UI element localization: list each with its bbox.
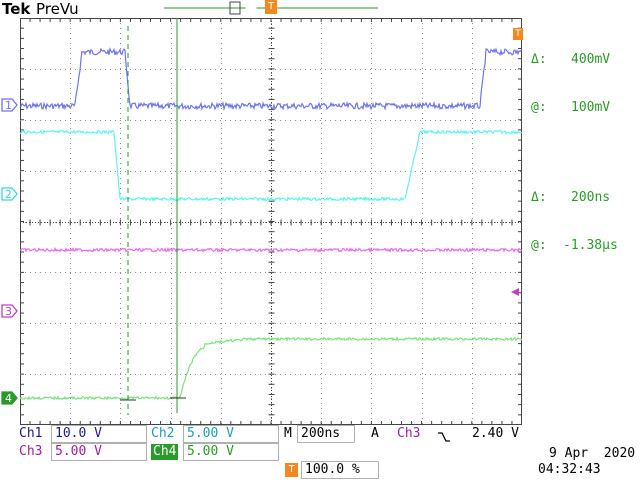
t-at-symbol: @: bbox=[531, 238, 547, 253]
record-window-left-bracket bbox=[229, 1, 241, 15]
date-display: 9 Apr 2020 bbox=[549, 446, 636, 461]
ch1-marker-label: 1 bbox=[5, 99, 12, 112]
ch4-waveform bbox=[20, 336, 522, 401]
v-at-value: 100mV bbox=[571, 100, 611, 115]
ch3-waveform bbox=[20, 246, 522, 254]
ch1-scale[interactable]: 10.0 V bbox=[51, 425, 147, 443]
ch4-name[interactable]: Ch4 bbox=[151, 444, 179, 460]
trigger-position-icon[interactable]: T bbox=[265, 0, 277, 14]
acquisition-mode: PreVu bbox=[36, 0, 79, 18]
ch2-ground-marker[interactable]: 2 bbox=[1, 187, 18, 201]
falling-edge-icon bbox=[437, 428, 451, 442]
ch3-ground-marker[interactable]: 3 bbox=[1, 304, 18, 318]
v-delta-symbol: Δ: bbox=[531, 52, 547, 67]
ch2-waveform bbox=[20, 129, 522, 203]
trigger-level[interactable]: 2.40 V bbox=[472, 426, 519, 441]
trigger-source[interactable]: Ch3 bbox=[397, 426, 421, 441]
cursor-readout: Δ: 400mV @: 100mV Δ: 200ns @: -1.38µs bbox=[531, 20, 618, 286]
t-delta-symbol: Δ: bbox=[531, 190, 547, 205]
record-position-icon: T bbox=[285, 463, 298, 477]
v-delta-value: 400mV bbox=[571, 52, 611, 67]
brand-logo: Tek bbox=[2, 0, 31, 18]
ch1-waveform bbox=[20, 46, 522, 112]
t-delta-value: 200ns bbox=[571, 190, 611, 205]
trigger-level-marker[interactable] bbox=[511, 282, 521, 296]
ch1-ground-marker[interactable]: 1 bbox=[1, 98, 18, 112]
ch2-scale[interactable]: 5.00 V bbox=[183, 425, 279, 443]
ch4-ground-marker[interactable]: 4 bbox=[1, 391, 18, 405]
timebase-value[interactable]: 200ns bbox=[297, 425, 355, 443]
ch2-marker-label: 2 bbox=[5, 188, 12, 201]
v-at-symbol: @: bbox=[531, 100, 547, 115]
waveform-graticule bbox=[20, 18, 522, 425]
timebase-label: M bbox=[284, 426, 292, 441]
ch4-scale[interactable]: 5.00 V bbox=[183, 443, 279, 461]
trigger-position-right-icon[interactable]: T bbox=[513, 28, 523, 40]
record-position-value[interactable]: 100.0 % bbox=[301, 461, 379, 479]
trigger-mode-label: A bbox=[371, 426, 379, 441]
ch1-name[interactable]: Ch1 bbox=[19, 426, 43, 441]
ch3-scale[interactable]: 5.00 V bbox=[51, 443, 147, 461]
ch3-name[interactable]: Ch3 bbox=[19, 444, 43, 459]
ch3-marker-label: 3 bbox=[5, 305, 12, 318]
time-display: 04:32:43 bbox=[538, 462, 601, 477]
ch4-marker-label: 4 bbox=[5, 392, 12, 405]
t-at-value: -1.38µs bbox=[563, 238, 618, 253]
ch2-name[interactable]: Ch2 bbox=[151, 426, 175, 441]
